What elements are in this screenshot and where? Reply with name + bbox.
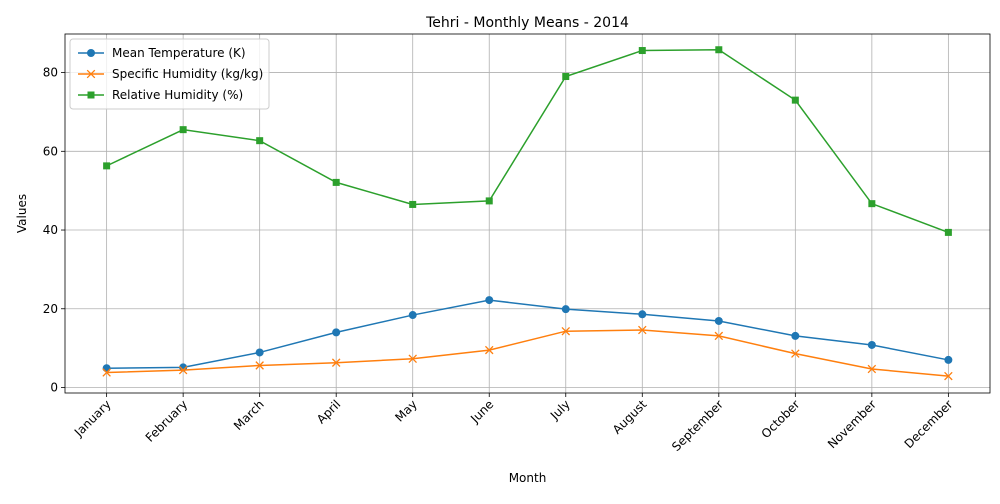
data-point <box>714 331 724 341</box>
x-tick-label: September <box>669 397 726 454</box>
data-point <box>791 331 800 340</box>
data-point <box>484 345 494 355</box>
x-tick-label: December <box>902 397 956 451</box>
data-point <box>255 361 264 370</box>
y-axis-title: Values <box>15 194 29 233</box>
grid-lines <box>65 34 990 393</box>
data-point <box>561 305 570 314</box>
x-tick-label: June <box>467 397 496 426</box>
legend-marker <box>87 49 95 57</box>
y-tick-label: 80 <box>43 66 58 80</box>
legend: Mean Temperature (K) Specific Humidity (k… <box>69 38 270 110</box>
data-point <box>562 73 570 81</box>
data-point <box>179 126 187 134</box>
series-line <box>106 329 949 377</box>
chart-title: Tehri - Monthly Means - 2014 <box>425 15 629 31</box>
data-point <box>867 364 877 374</box>
data-point <box>715 46 723 54</box>
data-point <box>485 197 493 205</box>
data-point <box>332 178 340 186</box>
data-point <box>561 326 571 336</box>
data-point <box>103 162 111 170</box>
x-tick-label: November <box>825 397 879 451</box>
x-tick-label: May <box>392 397 419 424</box>
data-point <box>638 325 647 335</box>
data-point <box>791 349 800 358</box>
x-axis-ticks: January February March April May June July Augu… <box>71 393 956 454</box>
x-tick-label: October <box>759 397 803 441</box>
data-point <box>485 296 494 305</box>
data-point <box>408 311 417 320</box>
data-point <box>944 371 953 381</box>
series-relative-humidity <box>103 46 952 236</box>
x-tick-label: April <box>314 397 343 426</box>
x-tick-label: February <box>143 397 191 445</box>
data-point <box>638 47 646 55</box>
data-point <box>944 355 953 364</box>
series-line <box>106 299 949 369</box>
data-point <box>714 316 723 325</box>
legend-marker <box>86 69 96 79</box>
y-axis-ticks: 0 20 40 60 80 <box>43 66 65 394</box>
data-point <box>178 365 188 375</box>
legend-box <box>69 38 270 110</box>
data-point <box>944 228 952 236</box>
data-point <box>256 137 264 145</box>
data-point <box>331 358 341 367</box>
legend-item: Mean Temperature (K) <box>78 46 246 60</box>
data-point <box>409 200 417 208</box>
series-specific-humidity-kg-kg <box>102 325 953 381</box>
data-point <box>868 200 876 208</box>
x-tick-label: January <box>71 397 114 440</box>
y-tick-label: 20 <box>43 302 58 316</box>
data-point <box>102 368 111 377</box>
x-tick-label: August <box>610 397 650 437</box>
y-tick-label: 60 <box>43 144 58 158</box>
legend-marker <box>87 91 95 99</box>
legend-label: Specific Humidity (kg/kg) <box>112 67 263 81</box>
series-line <box>106 48 949 234</box>
data-point <box>867 340 876 349</box>
data-point <box>791 96 799 104</box>
data-point <box>332 328 341 337</box>
y-tick-label: 0 <box>50 380 58 394</box>
data-point <box>638 310 647 319</box>
legend-item: Specific Humidity (kg/kg) <box>78 67 263 81</box>
data-point <box>255 348 264 357</box>
y-tick-label: 40 <box>43 223 58 237</box>
x-tick-label: July <box>547 397 573 423</box>
x-axis-title: Month <box>509 471 547 485</box>
data-point <box>408 354 417 364</box>
plot-frame <box>64 33 991 394</box>
legend-item: Relative Humidity (%) <box>78 88 243 102</box>
x-tick-label: March <box>231 397 267 433</box>
legend-label: Mean Temperature (K) <box>112 46 246 60</box>
legend-label: Relative Humidity (%) <box>112 88 243 102</box>
data-point <box>102 364 111 373</box>
series-mean-temperature-k <box>102 296 953 373</box>
